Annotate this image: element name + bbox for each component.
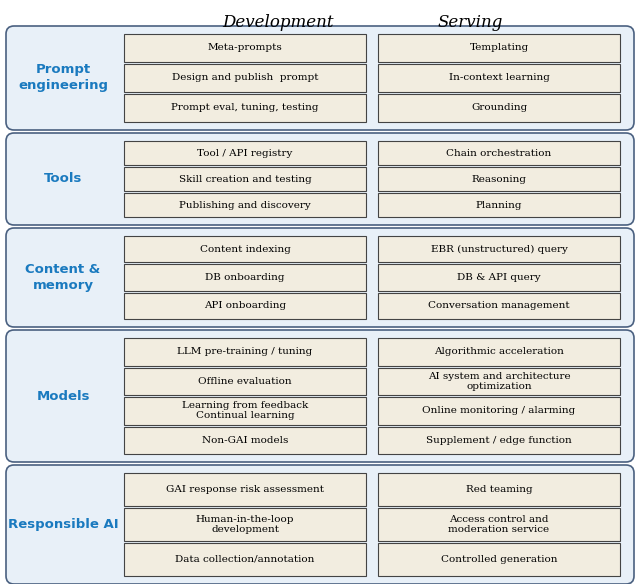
FancyBboxPatch shape [378, 508, 620, 541]
Text: Responsible AI: Responsible AI [8, 518, 118, 531]
Text: Human-in-the-loop
development: Human-in-the-loop development [196, 515, 294, 534]
Text: Offline evaluation: Offline evaluation [198, 377, 292, 386]
Text: Templating: Templating [469, 43, 529, 53]
FancyBboxPatch shape [378, 338, 620, 366]
FancyBboxPatch shape [378, 543, 620, 576]
FancyBboxPatch shape [378, 193, 620, 217]
Text: Reasoning: Reasoning [472, 175, 527, 183]
FancyBboxPatch shape [124, 293, 366, 319]
Text: Content indexing: Content indexing [200, 245, 291, 253]
Text: Supplement / edge function: Supplement / edge function [426, 436, 572, 445]
Text: In-context learning: In-context learning [449, 74, 549, 82]
FancyBboxPatch shape [378, 473, 620, 506]
Text: Tool / API registry: Tool / API registry [197, 148, 292, 158]
FancyBboxPatch shape [6, 133, 634, 225]
FancyBboxPatch shape [6, 26, 634, 130]
FancyBboxPatch shape [124, 426, 366, 454]
FancyBboxPatch shape [124, 338, 366, 366]
FancyBboxPatch shape [124, 193, 366, 217]
FancyBboxPatch shape [124, 367, 366, 395]
FancyBboxPatch shape [124, 236, 366, 262]
Text: Design and publish  prompt: Design and publish prompt [172, 74, 318, 82]
Text: Content &
memory: Content & memory [26, 263, 100, 292]
Text: Data collection/annotation: Data collection/annotation [175, 555, 315, 564]
FancyBboxPatch shape [124, 473, 366, 506]
Text: Access control and
moderation service: Access control and moderation service [449, 515, 550, 534]
Text: Publishing and discovery: Publishing and discovery [179, 200, 311, 210]
Text: Online monitoring / alarming: Online monitoring / alarming [422, 406, 575, 415]
Text: Prompt
engineering: Prompt engineering [18, 64, 108, 92]
Text: Prompt eval, tuning, testing: Prompt eval, tuning, testing [172, 103, 319, 113]
Text: EBR (unstructured) query: EBR (unstructured) query [431, 245, 568, 253]
FancyBboxPatch shape [124, 64, 366, 92]
FancyBboxPatch shape [378, 141, 620, 165]
FancyBboxPatch shape [6, 465, 634, 584]
Text: API onboarding: API onboarding [204, 301, 286, 310]
Text: Models: Models [36, 390, 90, 402]
FancyBboxPatch shape [378, 167, 620, 191]
Text: Non-GAI models: Non-GAI models [202, 436, 288, 445]
FancyBboxPatch shape [378, 94, 620, 122]
FancyBboxPatch shape [378, 236, 620, 262]
Text: Algorithmic acceleration: Algorithmic acceleration [434, 347, 564, 356]
Text: Serving: Serving [438, 14, 503, 31]
FancyBboxPatch shape [378, 34, 620, 62]
Text: GAI response risk assessment: GAI response risk assessment [166, 485, 324, 494]
Text: AI system and architecture
optimization: AI system and architecture optimization [428, 371, 570, 391]
Text: Grounding: Grounding [471, 103, 527, 113]
FancyBboxPatch shape [378, 265, 620, 291]
FancyBboxPatch shape [124, 265, 366, 291]
FancyBboxPatch shape [6, 330, 634, 462]
Text: Chain orchestration: Chain orchestration [446, 148, 552, 158]
Text: DB & API query: DB & API query [457, 273, 541, 282]
FancyBboxPatch shape [124, 167, 366, 191]
Text: Red teaming: Red teaming [466, 485, 532, 494]
FancyBboxPatch shape [6, 228, 634, 327]
FancyBboxPatch shape [124, 508, 366, 541]
Text: Skill creation and testing: Skill creation and testing [179, 175, 312, 183]
FancyBboxPatch shape [124, 34, 366, 62]
FancyBboxPatch shape [378, 293, 620, 319]
Text: Controlled generation: Controlled generation [441, 555, 557, 564]
FancyBboxPatch shape [378, 367, 620, 395]
FancyBboxPatch shape [124, 397, 366, 425]
FancyBboxPatch shape [378, 426, 620, 454]
Text: Meta-prompts: Meta-prompts [207, 43, 282, 53]
Text: Planning: Planning [476, 200, 522, 210]
Text: Tools: Tools [44, 172, 82, 186]
Text: Learning from feedback
Continual learning: Learning from feedback Continual learnin… [182, 401, 308, 420]
FancyBboxPatch shape [124, 141, 366, 165]
Text: Development: Development [223, 14, 334, 31]
FancyBboxPatch shape [378, 397, 620, 425]
FancyBboxPatch shape [124, 94, 366, 122]
Text: Conversation management: Conversation management [428, 301, 570, 310]
Text: LLM pre-training / tuning: LLM pre-training / tuning [177, 347, 312, 356]
Text: DB onboarding: DB onboarding [205, 273, 285, 282]
FancyBboxPatch shape [378, 64, 620, 92]
FancyBboxPatch shape [124, 543, 366, 576]
